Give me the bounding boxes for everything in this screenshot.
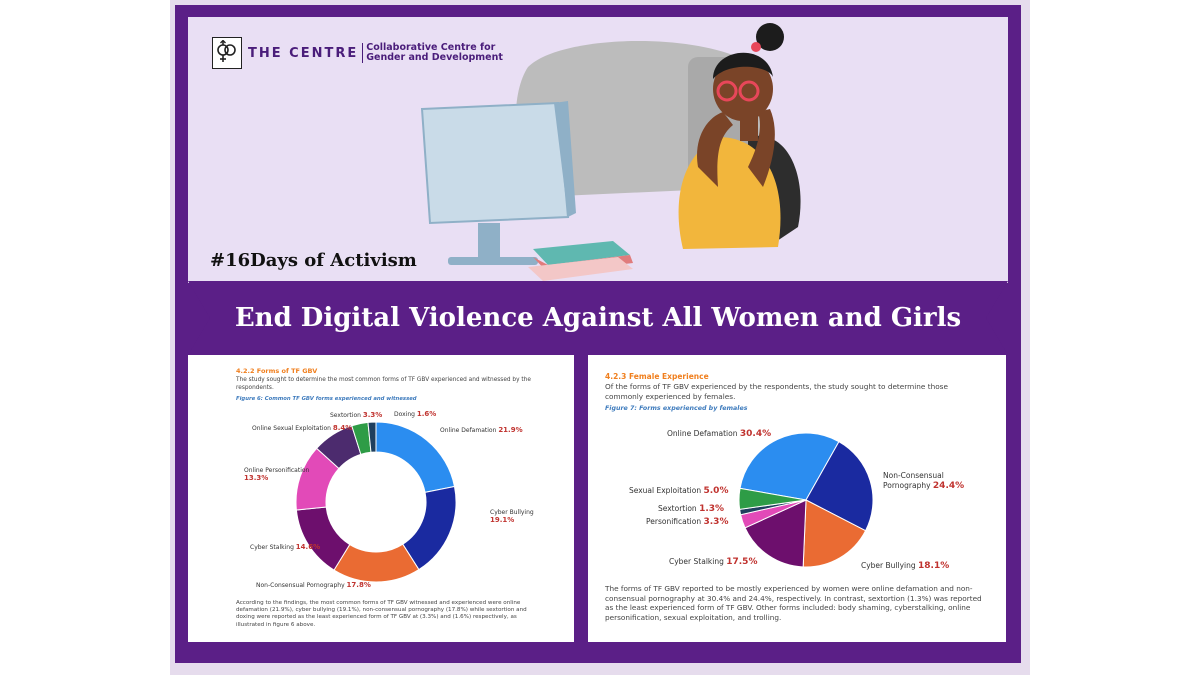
label-online-defamation: Online Defamation 21.9%: [440, 426, 523, 434]
label-ose-name: Online Sexual Exploitation: [252, 425, 331, 432]
right-section-heading: 4.2.3 Female Experience: [605, 372, 709, 381]
label-f-ncp-line2: Pornography: [883, 481, 931, 490]
label-f-od-name: Online Defamation: [667, 429, 738, 438]
woman-at-computer-illustration: [420, 23, 801, 281]
label-f-cs-name: Cyber Stalking: [669, 557, 724, 566]
right-intro-text: Of the forms of TF GBV experienced by th…: [605, 382, 948, 401]
label-f-cs-value: 17.5%: [726, 557, 758, 567]
label-sextortion: Sextortion 3.3%: [330, 411, 382, 419]
label-non-consensual-pornography: Non-Consensual Pornography 17.8%: [256, 581, 371, 589]
donut-chart-area: Online Defamation 21.9% Cyber Bullying 19…: [228, 405, 538, 595]
slice-cyber-bullying: [802, 499, 867, 568]
right-report-excerpt: 4.2.3 Female Experience Of the forms of …: [597, 365, 990, 627]
female-experience-pie-chart: [738, 432, 874, 568]
label-f-p-name: Personification: [646, 517, 702, 526]
label-online-personification-name: Online Personification: [244, 467, 310, 474]
right-summary-text: The forms of TF GBV reported to be mostl…: [605, 584, 982, 622]
label-f-cb-name: Cyber Bullying: [861, 561, 916, 570]
label-doxing-value: 1.6%: [416, 410, 437, 418]
label-f-cb-value: 18.1%: [918, 561, 950, 571]
label-cyber-bullying-name: Cyber Bullying: [490, 509, 534, 516]
label-cyber-bullying: Cyber Bullying 19.1%: [490, 509, 534, 524]
label-sextortion-name: Sextortion: [330, 412, 361, 419]
slice-online-defamation: [739, 432, 840, 501]
label-female-cyber-stalking: Cyber Stalking 17.5%: [669, 557, 757, 567]
gender-symbol-icon: [212, 37, 242, 69]
label-female-cyber-bullying: Cyber Bullying 18.1%: [861, 561, 949, 571]
label-ncp-name: Non-Consensual Pornography: [256, 582, 345, 589]
label-female-online-defamation: Online Defamation 30.4%: [667, 429, 771, 439]
label-online-defamation-value: 21.9%: [498, 426, 523, 434]
hashtag-title: #16Days of Activism: [210, 250, 417, 271]
label-f-od-value: 30.4%: [739, 429, 772, 439]
label-online-personification: Online Personification 13.3%: [244, 467, 309, 482]
label-cyber-bullying-value: 19.1%: [490, 516, 515, 524]
label-f-se-value: 5.0%: [703, 486, 729, 496]
label-female-ncp: Non-Consensual Pornography 24.4%: [883, 471, 964, 491]
label-doxing: Doxing 1.6%: [394, 410, 436, 418]
label-cyber-stalking-name: Cyber Stalking: [250, 544, 294, 551]
label-f-p-value: 3.3%: [703, 517, 729, 527]
label-cyber-stalking: Cyber Stalking 14.6%: [250, 543, 320, 551]
left-figure-caption: Figure 6: Common TF GBV forms experience…: [236, 396, 417, 402]
label-ncp-value: 17.8%: [346, 581, 371, 589]
label-online-defamation-name: Online Defamation: [440, 427, 497, 434]
label-female-personification: Personification 3.3%: [646, 517, 728, 527]
left-report-excerpt: 4.2.2 Forms of TF GBV The study sought t…: [218, 365, 544, 635]
label-f-ncp-value: 24.4%: [932, 481, 965, 491]
slice-sexual-exploitation: [738, 487, 807, 510]
title-banner: End Digital Violence Against All Women a…: [188, 281, 1008, 355]
right-figure-caption: Figure 7: Forms experienced by females: [605, 405, 748, 412]
slice-doxing: [367, 421, 377, 453]
label-f-ncp-line1: Non-Consensual: [883, 471, 944, 480]
tfgbv-donut-chart: [295, 421, 457, 583]
banner-ribbon-shape: [188, 281, 1008, 355]
hero-panel: THE CENTRE Collaborative Centre for Gend…: [188, 17, 1008, 283]
left-summary-text: According to the findings, the most comm…: [236, 600, 527, 628]
label-f-sx-name: Sextortion: [658, 504, 697, 513]
label-f-se-name: Sexual Exploitation: [629, 486, 702, 495]
label-online-sexual-exploitation: Online Sexual Exploitation 8.4%: [252, 424, 352, 432]
label-sextortion-value: 3.3%: [362, 411, 383, 419]
label-female-sextortion: Sextortion 1.3%: [658, 504, 724, 514]
label-doxing-name: Doxing: [394, 411, 415, 418]
logo-subtitle: Collaborative Centre for Gender and Deve…: [362, 43, 503, 63]
logo-subtitle-line-2: Gender and Development: [366, 52, 503, 63]
left-intro-text: The study sought to determine the most c…: [236, 377, 531, 391]
slice-cyber-stalking: [744, 499, 807, 568]
centre-logo: THE CENTRE Collaborative Centre for Gend…: [212, 37, 503, 69]
label-f-sx-value: 1.3%: [699, 504, 725, 514]
label-online-personification-value: 13.3%: [244, 474, 269, 482]
logo-name: THE CENTRE: [248, 45, 359, 61]
pie-chart-area: Online Defamation 30.4% Non-Consensual Po…: [597, 419, 990, 579]
logo-subtitle-line-1: Collaborative Centre for: [366, 42, 496, 53]
label-female-sexual-exploitation: Sexual Exploitation 5.0%: [629, 486, 728, 496]
label-ose-value: 8.4%: [332, 424, 353, 432]
label-cyber-stalking-value: 14.6%: [295, 543, 321, 551]
left-section-heading: 4.2.2 Forms of TF GBV: [236, 367, 318, 375]
banner-title: End Digital Violence Against All Women a…: [234, 303, 962, 333]
